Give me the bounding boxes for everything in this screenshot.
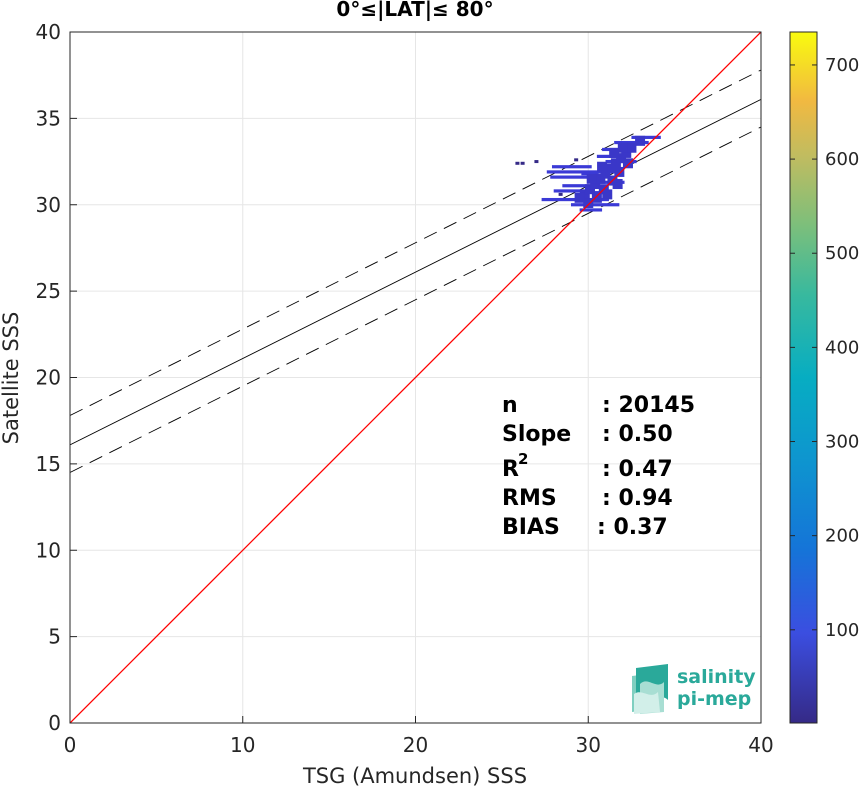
stat-n-value: : 20145	[602, 393, 695, 418]
colorbar	[789, 31, 818, 724]
y-axis-label: Satellite SSS	[0, 312, 23, 445]
density-cell	[602, 189, 613, 200]
stat-slope-label: Slope	[502, 422, 571, 447]
outlier-point	[520, 161, 525, 165]
colorbar-ticks: 100 200 300 400 500 600 700	[790, 55, 859, 641]
density-cell	[591, 192, 602, 203]
chart-title: 0°≤|LAT|≤ 80°	[336, 0, 493, 21]
colorbar-tick-label: 200	[825, 526, 859, 547]
stat-r2-superscript: 2	[518, 450, 528, 468]
stat-n-label: n	[502, 393, 518, 418]
density-segment	[570, 203, 620, 207]
x-tick-label: 40	[748, 733, 773, 757]
wave-logo-icon	[632, 664, 668, 714]
y-tick-label: 35	[36, 106, 61, 130]
density-segment	[581, 172, 599, 176]
y-tick-label: 10	[36, 538, 61, 562]
density-segment	[546, 170, 603, 174]
colorbar-tick-label: 600	[825, 149, 859, 170]
regression-line	[70, 98, 761, 446]
colorbar-tick-label: 400	[825, 337, 859, 358]
x-axis-label: TSG (Amundsen) SSS	[302, 764, 527, 788]
density-cell	[635, 135, 646, 146]
density-cell	[616, 153, 627, 164]
y-tick-label: 5	[48, 625, 61, 649]
stat-r2-value: : 0.47	[602, 457, 673, 482]
stat-rms-label: RMS	[502, 486, 557, 511]
stat-slope-value: : 0.50	[602, 422, 673, 447]
x-tick-label: 0	[64, 733, 77, 757]
density-segment	[596, 154, 622, 158]
density-cell	[610, 158, 621, 169]
stat-bias-label: BIAS	[502, 515, 560, 540]
density-cell	[590, 179, 601, 190]
salinity-pi-mep-logo: salinity pi-mep	[632, 664, 756, 714]
outlier-point	[534, 160, 539, 164]
density-cell	[584, 184, 595, 195]
colorbar-tick-label: 500	[825, 243, 859, 264]
density-cell	[621, 147, 632, 158]
density-segment	[551, 165, 592, 169]
colorbar-tick-label: 700	[825, 55, 859, 76]
y-tick-label: 20	[36, 366, 61, 390]
density-cell	[622, 158, 633, 169]
density-cell	[626, 142, 637, 153]
density-cell	[609, 147, 620, 158]
y-tick-label: 25	[36, 279, 61, 303]
density-cell	[586, 173, 597, 184]
x-tick-label: 10	[230, 733, 255, 757]
logo-line1: salinity	[677, 666, 756, 688]
confidence-lower-line	[70, 126, 761, 473]
x-tick-label: 30	[576, 733, 601, 757]
x-axis-ticks: 0 10 20 30 40	[64, 716, 774, 757]
one-to-one-line	[70, 32, 761, 723]
confidence-upper-line	[70, 69, 761, 416]
stat-rms-value: : 0.94	[602, 486, 673, 511]
stats-box: n : 20145 Slope : 0.50 R 2 : 0.47 RMS : …	[502, 393, 695, 540]
y-tick-label: 30	[36, 193, 61, 217]
density-cell	[583, 198, 594, 209]
colorbar-tick-label: 300	[825, 432, 859, 453]
density-segment	[553, 189, 585, 193]
stat-r2-label: R	[502, 457, 519, 482]
density-cell	[612, 179, 623, 190]
logo-line2: pi-mep	[677, 688, 751, 710]
density-cell	[574, 192, 585, 203]
x-tick-label: 20	[403, 733, 428, 757]
density-segment	[562, 184, 590, 188]
density-segment	[614, 140, 649, 145]
density-segment	[631, 135, 661, 139]
y-axis-ticks: 0 5 10 15 20 25 30 35 40	[36, 20, 77, 735]
density-cell	[605, 163, 616, 174]
outlier-point	[515, 161, 520, 165]
density-cell	[614, 166, 625, 177]
plot-marks	[70, 32, 761, 723]
y-tick-label: 15	[36, 452, 61, 476]
y-tick-label: 0	[48, 711, 61, 735]
density-cell	[579, 189, 590, 200]
y-tick-label: 40	[36, 20, 61, 44]
density-cell	[600, 168, 611, 179]
density-segment	[550, 175, 597, 179]
density-cell	[617, 142, 628, 153]
density-segment	[579, 208, 603, 212]
outlier-point	[574, 158, 579, 162]
colorbar-tick-label: 100	[825, 620, 859, 641]
density-cell	[595, 173, 606, 184]
outlier-point	[558, 192, 563, 196]
stat-bias-value: : 0.37	[597, 515, 668, 540]
density-cell	[597, 161, 608, 172]
